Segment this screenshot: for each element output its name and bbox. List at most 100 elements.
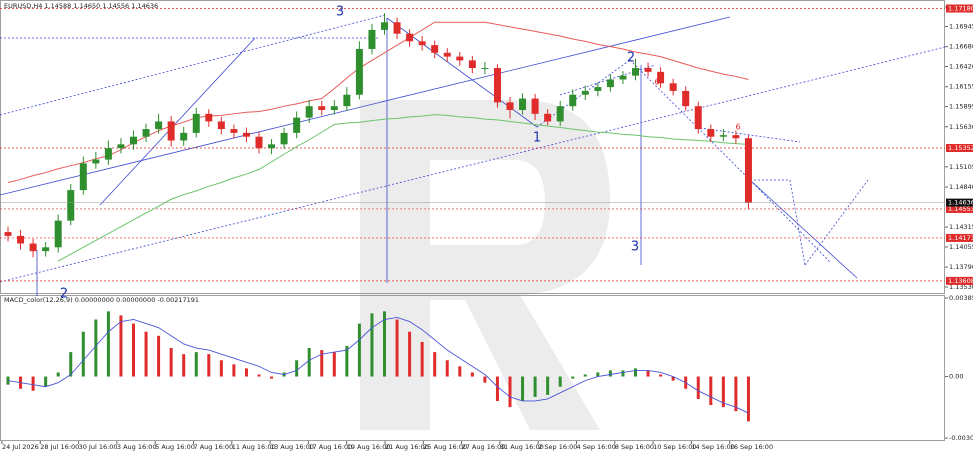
candle-body bbox=[456, 56, 464, 61]
macd-bar bbox=[345, 345, 349, 377]
macd-bar bbox=[433, 352, 437, 377]
level-label: 1.17180 bbox=[948, 5, 973, 13]
y-tick-label: 1.15895 bbox=[949, 103, 973, 111]
macd-bar bbox=[533, 376, 537, 397]
macd-bar bbox=[219, 360, 223, 377]
macd-panel bbox=[0, 295, 945, 441]
candle-body bbox=[393, 22, 401, 34]
macd-bar bbox=[634, 368, 637, 377]
macd-bar bbox=[508, 376, 512, 408]
macd-bar bbox=[734, 376, 738, 412]
y-tick-label: 1.16155 bbox=[949, 83, 973, 91]
level-label: 1.15352 bbox=[948, 144, 973, 152]
level-label: 1.14553 bbox=[948, 205, 973, 213]
candle-body bbox=[130, 136, 137, 145]
candle-body bbox=[632, 68, 639, 76]
macd-bar bbox=[357, 323, 361, 377]
chart-title: EURUSD,H4 1.14588 1.14650 1.14556 1.1463… bbox=[4, 2, 158, 10]
macd-bar bbox=[558, 376, 562, 387]
y-tick-label: 1.16420 bbox=[949, 63, 973, 71]
candle-body bbox=[531, 98, 539, 114]
x-tick-label: 31 Aug 16:00 bbox=[500, 443, 544, 451]
candle-body bbox=[506, 102, 514, 110]
macd-bar bbox=[659, 374, 663, 377]
y-tick-label: 1.16680 bbox=[949, 43, 973, 51]
macd-bar bbox=[31, 376, 35, 391]
candle-body bbox=[54, 220, 62, 248]
macd-bar bbox=[232, 364, 236, 377]
candle-body bbox=[644, 68, 652, 72]
macd-bar bbox=[408, 331, 412, 377]
macd-bar bbox=[56, 372, 60, 377]
y2-tick-label: 0.00 bbox=[949, 373, 963, 381]
candle-body bbox=[481, 68, 489, 70]
candle-body bbox=[92, 159, 100, 164]
x-tick-label: 27 Aug 16:00 bbox=[462, 443, 506, 451]
wave-label: 2 bbox=[60, 287, 68, 302]
candle-body bbox=[381, 22, 388, 30]
candle-body bbox=[318, 106, 326, 110]
macd-bar bbox=[81, 331, 85, 377]
moving-average bbox=[57, 114, 749, 262]
macd-bar bbox=[182, 354, 186, 377]
macd-bar bbox=[295, 360, 299, 377]
candle-body bbox=[42, 247, 50, 252]
candle-body bbox=[606, 79, 614, 88]
candle-body bbox=[17, 235, 25, 244]
candle-body bbox=[519, 98, 527, 110]
macd-bar bbox=[106, 311, 110, 377]
current-price-label: 1.14636 bbox=[948, 199, 973, 207]
candle-body bbox=[117, 144, 125, 149]
candle-body bbox=[744, 138, 752, 203]
y2-tick-label: 0.0038558 bbox=[949, 294, 973, 302]
candle-body bbox=[343, 94, 351, 107]
candle-body bbox=[230, 129, 238, 133]
x-tick-label: 16 Sep 16:00 bbox=[730, 443, 773, 451]
x-tick-label: 4 Sep 16:00 bbox=[577, 443, 616, 451]
macd-bar bbox=[671, 376, 675, 381]
macd-bar bbox=[194, 352, 198, 377]
macd-bar bbox=[458, 366, 462, 377]
candle-body bbox=[167, 121, 175, 141]
candle-body bbox=[142, 129, 150, 137]
candle-body bbox=[493, 68, 501, 103]
candle-body bbox=[468, 60, 476, 69]
macd-bar bbox=[583, 374, 587, 377]
macd-bar bbox=[596, 372, 600, 377]
candle-body bbox=[368, 29, 376, 49]
candle-body bbox=[418, 41, 426, 46]
macd-bar bbox=[207, 354, 211, 377]
plot bbox=[4, 13, 752, 262]
y-tick-label: 1.14840 bbox=[949, 183, 973, 191]
x-tick-label: 3 Aug 16:00 bbox=[117, 443, 157, 451]
candle-body bbox=[4, 232, 12, 236]
x-tick-label: 17 Aug 16:00 bbox=[308, 443, 352, 451]
x-tick-label: 30 Jul 16:00 bbox=[79, 443, 118, 451]
macd-bar bbox=[445, 360, 449, 377]
candle-body bbox=[293, 117, 301, 133]
macd-bar bbox=[696, 376, 700, 399]
wave-label: 2 bbox=[627, 51, 635, 66]
macd-bar bbox=[119, 315, 123, 377]
candle-body bbox=[443, 52, 451, 57]
wave-mark: 6 bbox=[735, 123, 740, 132]
macd-bar bbox=[483, 376, 487, 383]
candle-body bbox=[694, 106, 702, 130]
macd-bar bbox=[94, 319, 98, 377]
y-tick-label: 1.16945 bbox=[949, 22, 973, 30]
macd-bar bbox=[132, 323, 135, 377]
candle-body bbox=[180, 132, 188, 141]
x-tick-label: 11 Aug 16:00 bbox=[232, 443, 276, 451]
level-box bbox=[946, 204, 973, 213]
y-tick-label: 1.13790 bbox=[949, 263, 973, 271]
candle-body bbox=[544, 113, 552, 122]
current-price-box bbox=[946, 198, 973, 207]
candle-body bbox=[280, 132, 288, 145]
macd-bar bbox=[144, 331, 148, 377]
x-tick-label: 13 Aug 16:00 bbox=[270, 443, 314, 451]
macd-bar bbox=[270, 376, 274, 379]
candle-body bbox=[155, 121, 163, 130]
candle-body bbox=[619, 75, 627, 80]
candle-body bbox=[732, 135, 740, 139]
candle-body bbox=[104, 148, 112, 160]
